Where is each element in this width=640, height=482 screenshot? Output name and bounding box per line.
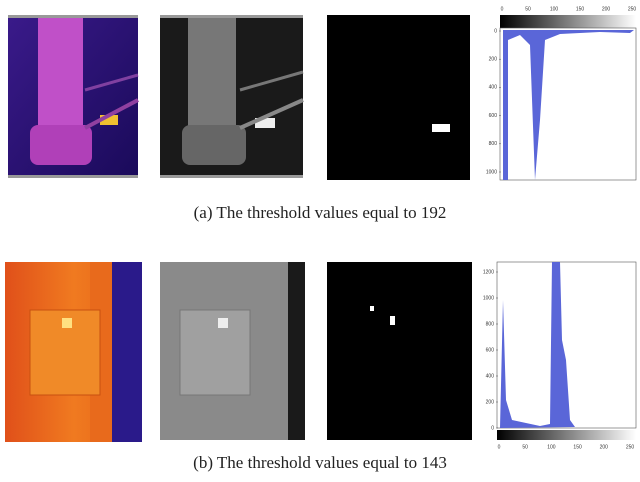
histogram-b [497,262,636,440]
x-tick-label: 200 [600,444,609,450]
x-tick-label: 0 [498,444,501,450]
gray-image-b [160,262,305,440]
y-tick-label: 0 [491,425,494,431]
y-tick-label: 0 [494,28,497,34]
y-tick-label: 800 [489,141,498,147]
y-tick-label: 1200 [483,269,494,275]
x-tick-label: 50 [522,444,528,450]
x-tick-label: 250 [628,6,637,12]
y-tick-label: 600 [489,113,498,119]
y-tick-label: 200 [486,399,495,405]
gray-image-a [160,15,303,178]
x-tick-label: 100 [550,6,559,12]
y-tick-label: 200 [489,57,498,63]
y-tick-label: 400 [486,373,495,379]
y-tick-label: 1000 [483,295,494,301]
x-tick-label: 100 [547,444,556,450]
thermal-image-b [5,262,142,442]
x-tick-label: 150 [573,444,582,450]
binary-image-b [327,262,472,440]
caption: (a) The threshold values equal to 192 [194,203,447,222]
y-tick-label: 1000 [486,169,497,175]
y-tick-label: 400 [489,85,498,91]
x-tick-label: 200 [602,6,611,12]
figure: (a) The threshold values equal to 192 (b… [0,0,640,482]
x-tick-label: 0 [501,6,504,12]
y-tick-label: 600 [486,347,495,353]
thermal-image-a [8,15,138,178]
y-tick-label: 800 [486,321,495,327]
histogram-a [500,15,636,180]
caption: (b) The threshold values equal to 143 [193,453,447,472]
x-tick-label: 250 [626,444,635,450]
x-tick-label: 50 [525,6,531,12]
x-tick-label: 150 [576,6,585,12]
binary-image-a [327,15,470,180]
